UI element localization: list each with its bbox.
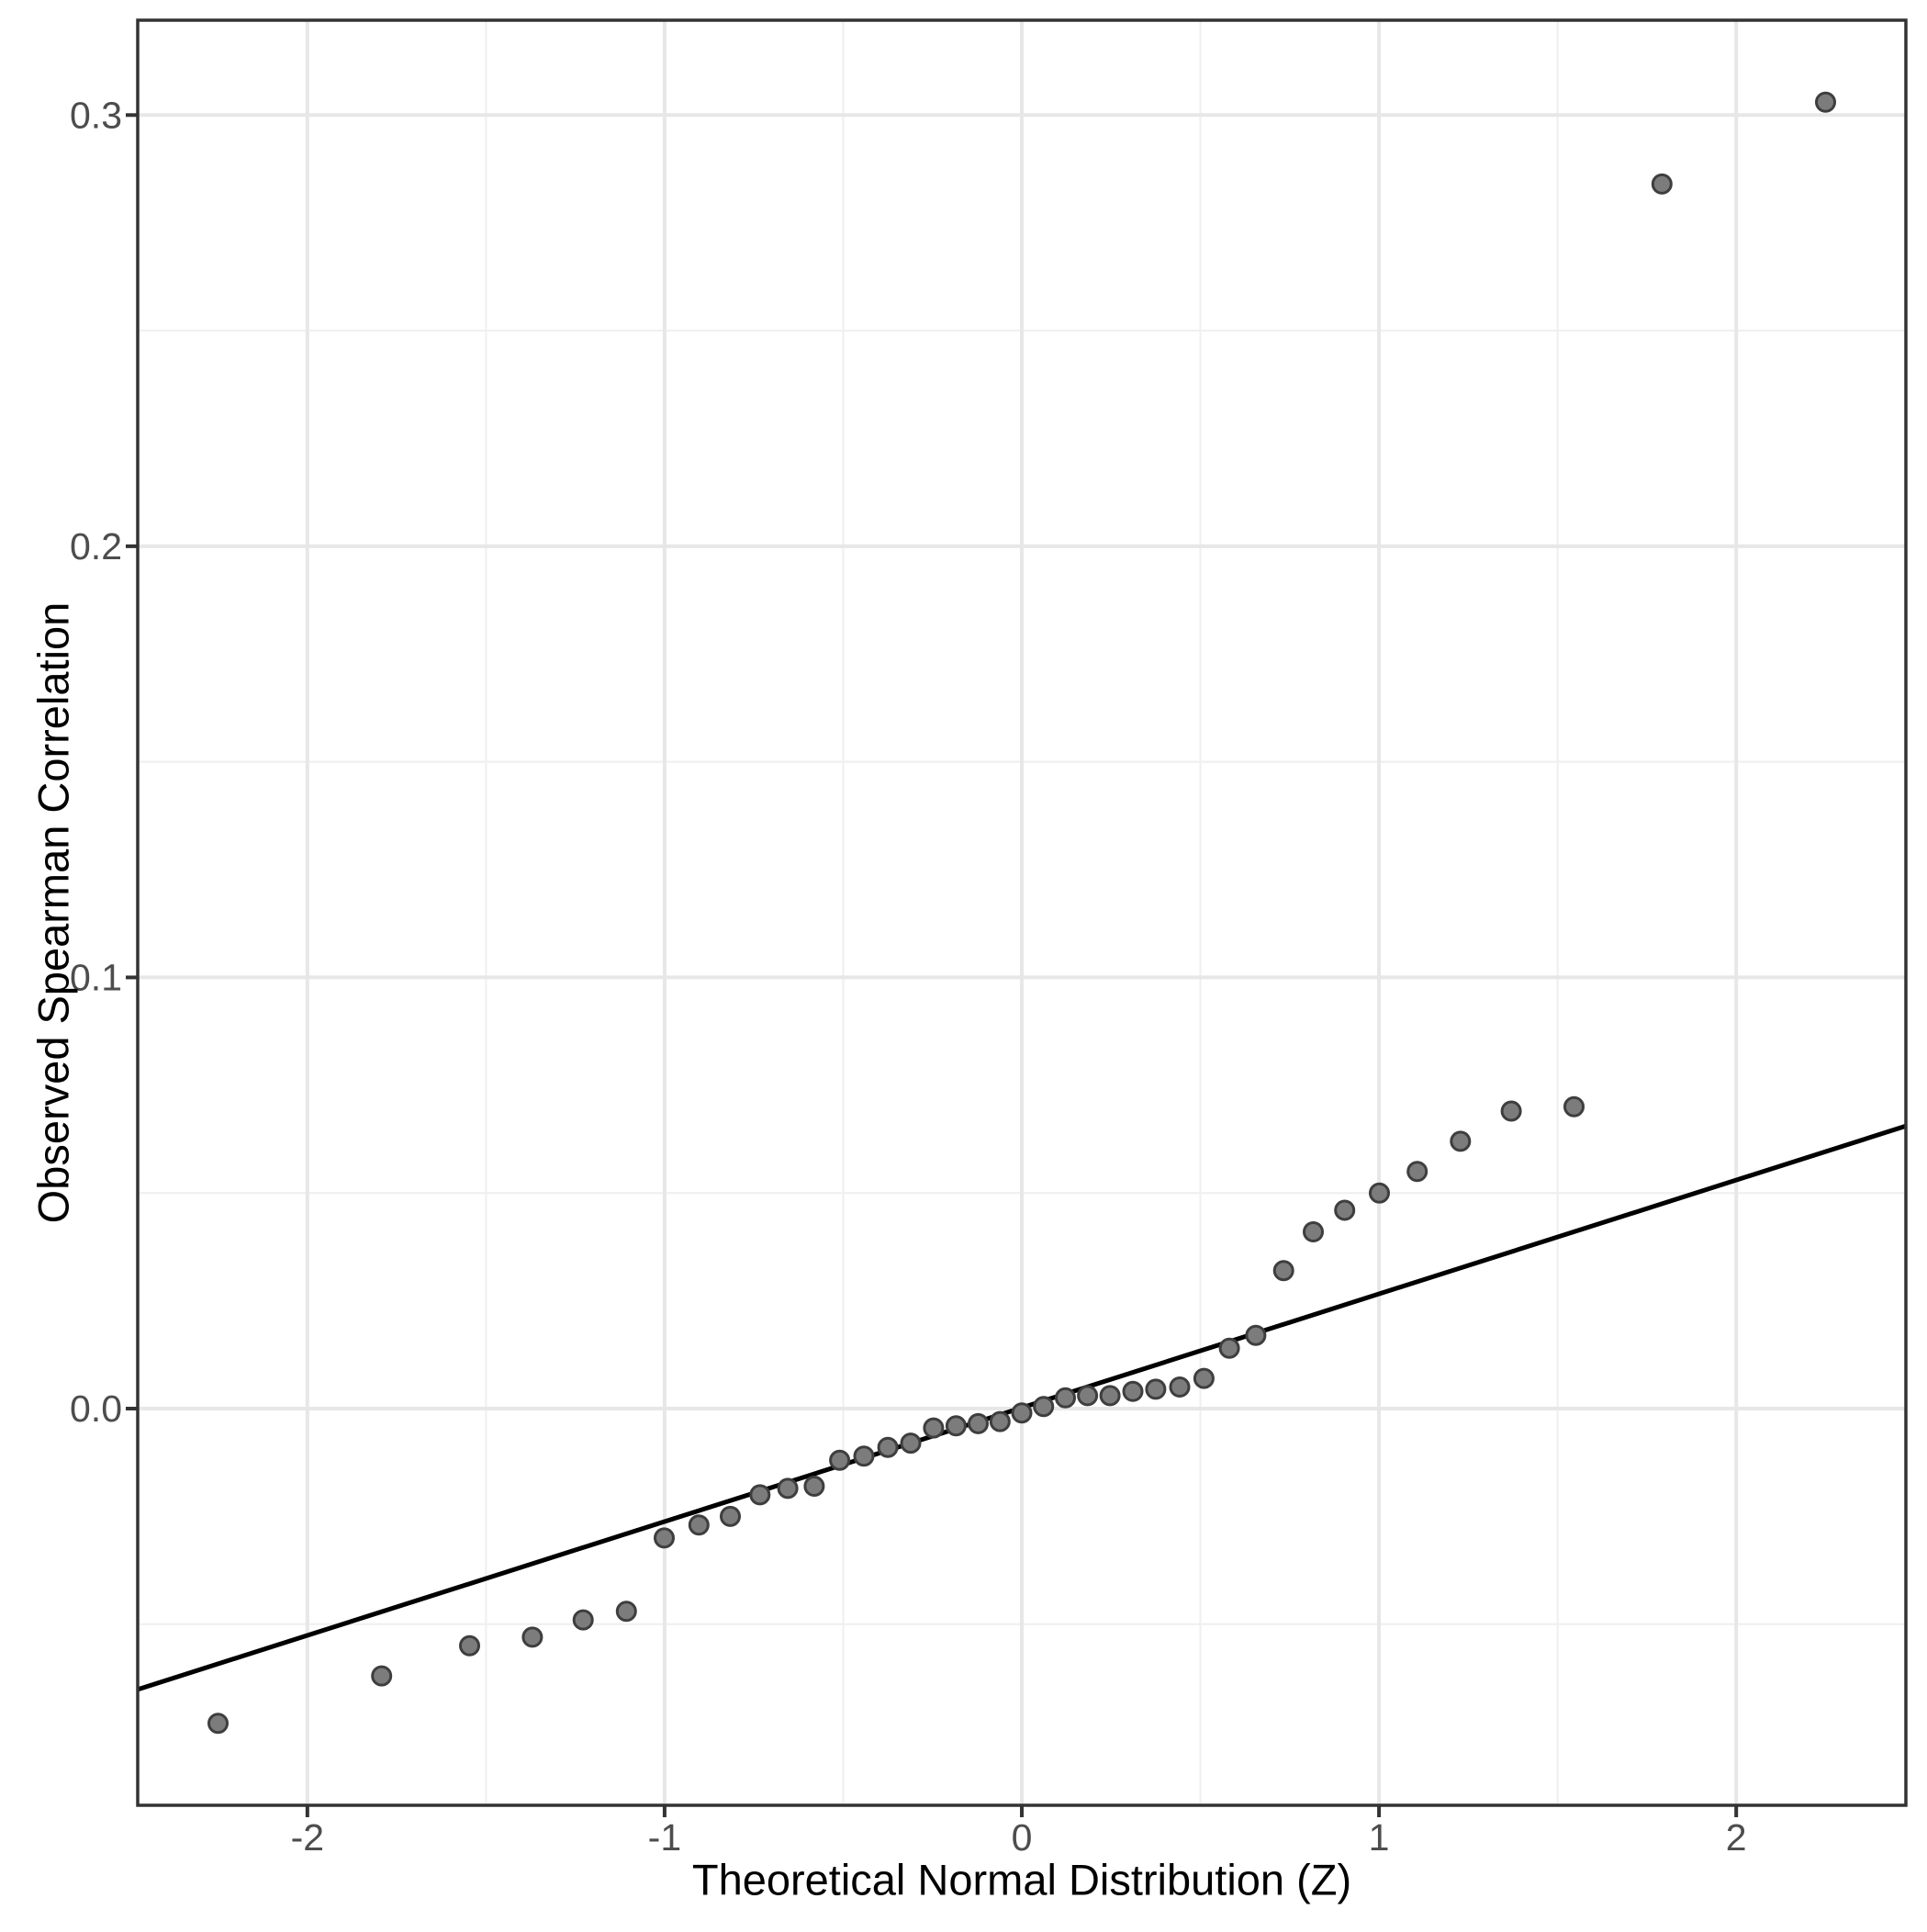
data-point <box>207 1713 229 1735</box>
data-point <box>1406 1161 1428 1183</box>
data-point <box>615 1601 637 1623</box>
data-point <box>1055 1387 1076 1409</box>
data-point <box>1651 173 1673 195</box>
data-point <box>749 1484 771 1506</box>
data-point <box>1500 1100 1522 1122</box>
data-point <box>459 1634 480 1657</box>
x-tick-label: 0 <box>1012 1816 1033 1859</box>
data-point <box>1815 91 1836 113</box>
data-point <box>1033 1396 1055 1418</box>
y-tick-label: 0.1 <box>70 956 122 998</box>
x-tick-label: -2 <box>291 1816 324 1859</box>
gridline-layer <box>138 20 1906 1805</box>
data-point <box>1122 1380 1144 1402</box>
data-point <box>1303 1221 1324 1242</box>
data-point <box>688 1514 710 1536</box>
x-tick-label: 1 <box>1369 1816 1390 1859</box>
x-tick-label: 2 <box>1726 1816 1747 1859</box>
data-point <box>877 1436 899 1458</box>
data-point <box>1563 1095 1585 1118</box>
x-tick-label: -1 <box>648 1816 681 1859</box>
y-tick-label: 0.3 <box>70 94 122 136</box>
data-point <box>1011 1402 1033 1424</box>
data-point <box>572 1609 594 1631</box>
data-point <box>829 1449 851 1471</box>
data-point <box>1218 1337 1240 1359</box>
data-point <box>1145 1378 1167 1400</box>
data-point <box>720 1505 741 1527</box>
data-point <box>1272 1260 1294 1282</box>
data-point <box>900 1432 922 1455</box>
data-point <box>1245 1324 1267 1346</box>
data-point <box>989 1410 1011 1432</box>
data-point <box>803 1476 825 1497</box>
data-point <box>945 1415 967 1437</box>
data-point <box>1193 1367 1215 1389</box>
data-point <box>371 1665 393 1687</box>
y-tick-label: 0.0 <box>70 1387 122 1430</box>
data-point <box>521 1626 543 1648</box>
data-point <box>1077 1385 1099 1407</box>
y-axis-title: Observed Spearman Correlation <box>29 602 78 1224</box>
data-point <box>777 1477 799 1500</box>
data-point <box>1450 1130 1472 1152</box>
data-point <box>1369 1182 1390 1204</box>
data-point <box>654 1527 675 1549</box>
data-point <box>1334 1199 1356 1221</box>
data-point <box>1099 1385 1121 1407</box>
data-point <box>1169 1376 1191 1398</box>
data-layer <box>137 91 1907 1735</box>
x-axis-title: Theoretical Normal Distribution (Z) <box>692 1856 1351 1904</box>
data-point <box>968 1412 989 1434</box>
data-point <box>853 1445 875 1467</box>
y-tick-label: 0.2 <box>70 525 122 567</box>
axis-tick-layer <box>126 113 1739 1817</box>
data-point <box>923 1417 945 1439</box>
tick-label-layer: -2 -1 0 1 2 0.3 0.2 0.1 0.0 <box>70 94 1747 1859</box>
